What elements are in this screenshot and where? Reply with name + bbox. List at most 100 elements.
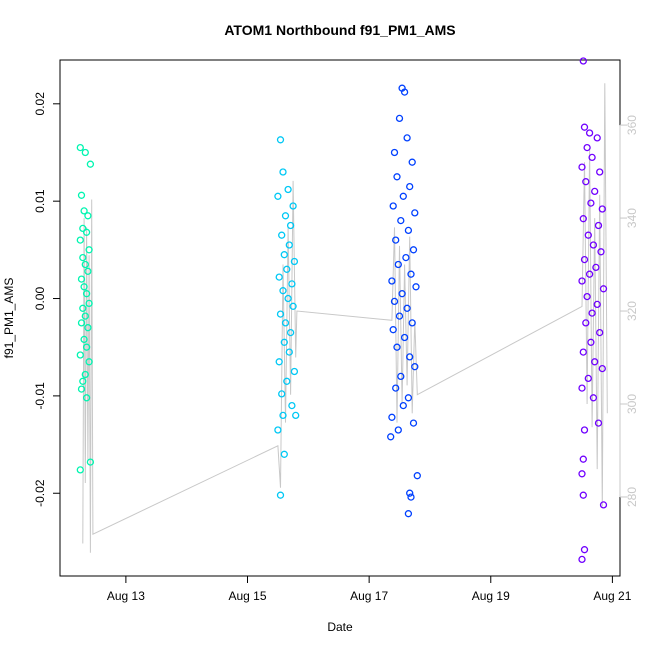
data-point-series-4 (594, 419, 603, 427)
data-point-series-4 (585, 270, 594, 278)
data-point-series-3 (411, 209, 419, 217)
data-point-series-3 (392, 236, 400, 244)
data-point-series-3 (399, 401, 407, 410)
data-point-series-2 (276, 310, 285, 318)
data-point-series-2 (275, 358, 283, 366)
x-axis-title: Date (327, 620, 353, 634)
data-point-series-1 (79, 377, 87, 385)
data-point-series-3 (394, 260, 402, 269)
data-point-series-4 (588, 153, 596, 162)
data-point-series-4 (596, 168, 604, 176)
data-point-series-1 (81, 260, 89, 269)
data-point-series-4 (589, 394, 598, 402)
data-point-series-4 (592, 263, 600, 272)
data-point-series-1 (77, 275, 86, 283)
data-point-series-4 (593, 134, 601, 142)
data-point-series-3 (408, 158, 416, 166)
data-point-series-1 (80, 283, 88, 291)
data-point-series-2 (290, 257, 299, 266)
x-tick-label: Aug 21 (593, 589, 631, 603)
data-point-series-4 (598, 364, 606, 373)
data-point-series-3 (397, 216, 405, 225)
data-point-series-1 (82, 228, 91, 236)
data-point-series-4 (579, 491, 587, 499)
data-point-series-4 (593, 300, 601, 309)
data-point-series-1 (82, 343, 91, 351)
data-point-series-3 (403, 304, 411, 312)
data-point-series-4 (583, 292, 591, 301)
data-point-series-1 (77, 191, 86, 199)
axes-layer: Aug 13 Aug 15 Aug 17 Aug 19 Aug 21 -0.02 -0.01… (33, 92, 639, 603)
data-point-series-1 (81, 370, 89, 379)
data-point-series-3 (407, 270, 415, 278)
data-point-series-1 (85, 358, 93, 366)
data-point-series-1 (80, 207, 88, 215)
data-point-series-1 (81, 312, 89, 320)
data-point-series-4 (587, 338, 595, 346)
data-point-series-2 (280, 338, 288, 346)
y2-tick-label: 360 (625, 115, 639, 135)
x-tick-label: Aug 15 (228, 589, 266, 603)
data-point-series-1 (77, 319, 86, 327)
data-point-series-4 (583, 143, 591, 152)
data-point-series-3 (409, 246, 418, 254)
data-point-series-3 (387, 433, 395, 441)
chart-title: ATOM1 Northbound f91_PM1_AMS (224, 22, 455, 38)
data-point-series-2 (285, 348, 293, 356)
data-point-series-4 (580, 255, 589, 264)
data-point-series-1 (86, 160, 95, 168)
data-point-series-2 (286, 221, 295, 230)
data-point-series-2 (275, 273, 283, 281)
data-point-series-3 (399, 192, 407, 200)
data-point-series-2 (285, 241, 293, 249)
data-point-series-3 (397, 372, 405, 381)
data-point-series-2 (289, 202, 297, 210)
data-point-series-3 (390, 297, 399, 306)
x-tick-label: Aug 13 (107, 589, 145, 603)
data-point-series-1 (76, 143, 84, 152)
data-point-series-3 (406, 353, 414, 361)
data-point-series-2 (276, 491, 285, 499)
data-point-series-4 (588, 309, 596, 317)
data-point-series-1 (81, 148, 89, 157)
data-point-series-2 (279, 411, 287, 420)
data-point-series-3 (395, 312, 404, 320)
data-point-series-3 (403, 134, 411, 142)
x-tick-label: Aug 17 (350, 589, 388, 603)
data-point-series-1 (76, 236, 84, 244)
data-point-series-2 (281, 319, 290, 327)
data-point-series-2 (281, 212, 290, 220)
data-point-series-3 (412, 283, 420, 291)
data-point-series-4 (578, 384, 586, 392)
data-point-series-3 (390, 148, 399, 157)
data-point-series-2 (288, 280, 296, 288)
data-point-series-2 (279, 168, 287, 176)
data-point-series-4 (598, 205, 606, 213)
data-point-series-4 (580, 426, 589, 434)
data-point-series-3 (392, 384, 400, 392)
data-point-series-3 (406, 182, 414, 191)
trace-layer (82, 83, 608, 553)
data-point-series-4 (579, 348, 587, 356)
data-point-series-1 (82, 290, 91, 298)
points-layer (76, 57, 608, 564)
data-point-series-4 (591, 358, 599, 366)
data-point-series-2 (283, 265, 291, 273)
data-point-series-2 (284, 294, 292, 303)
data-point-series-2 (280, 450, 288, 458)
y-tick-label: 0.01 (33, 189, 47, 213)
data-point-series-4 (589, 241, 598, 249)
data-point-series-4 (591, 187, 599, 196)
data-point-series-4 (599, 501, 608, 509)
data-point-series-4 (596, 328, 604, 337)
y-axis-title: f91_PM1_AMS (2, 278, 16, 359)
data-point-series-2 (274, 426, 282, 434)
data-point-series-1 (80, 335, 88, 344)
data-point-series-3 (395, 114, 404, 123)
data-point-series-4 (599, 285, 608, 293)
data-point-series-3 (388, 277, 396, 285)
data-point-series-1 (79, 253, 87, 262)
plot-frame (59, 59, 621, 577)
y2-tick-label: 320 (625, 301, 639, 321)
